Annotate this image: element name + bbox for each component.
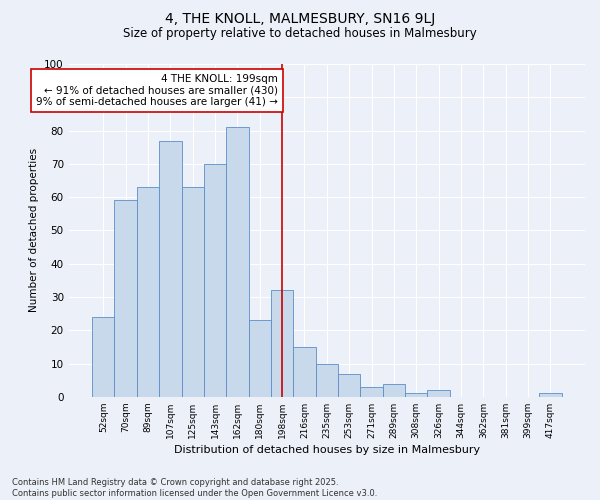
Bar: [405, 394, 427, 397]
Bar: [182, 187, 204, 397]
Text: 4 THE KNOLL: 199sqm
← 91% of detached houses are smaller (430)
9% of semi-detach: 4 THE KNOLL: 199sqm ← 91% of detached ho…: [36, 74, 278, 107]
Bar: [427, 390, 450, 397]
Bar: [338, 374, 361, 397]
Text: Size of property relative to detached houses in Malmesbury: Size of property relative to detached ho…: [123, 28, 477, 40]
Bar: [159, 140, 182, 397]
Bar: [92, 317, 115, 397]
Bar: [137, 187, 159, 397]
Bar: [248, 320, 271, 397]
Bar: [271, 290, 293, 397]
Bar: [226, 127, 248, 397]
Bar: [383, 384, 405, 397]
Bar: [539, 394, 562, 397]
Bar: [293, 347, 316, 397]
Text: Contains HM Land Registry data © Crown copyright and database right 2025.
Contai: Contains HM Land Registry data © Crown c…: [12, 478, 377, 498]
Text: 4, THE KNOLL, MALMESBURY, SN16 9LJ: 4, THE KNOLL, MALMESBURY, SN16 9LJ: [165, 12, 435, 26]
Y-axis label: Number of detached properties: Number of detached properties: [29, 148, 38, 312]
X-axis label: Distribution of detached houses by size in Malmesbury: Distribution of detached houses by size …: [174, 445, 480, 455]
Bar: [204, 164, 226, 397]
Bar: [115, 200, 137, 397]
Bar: [361, 387, 383, 397]
Bar: [316, 364, 338, 397]
